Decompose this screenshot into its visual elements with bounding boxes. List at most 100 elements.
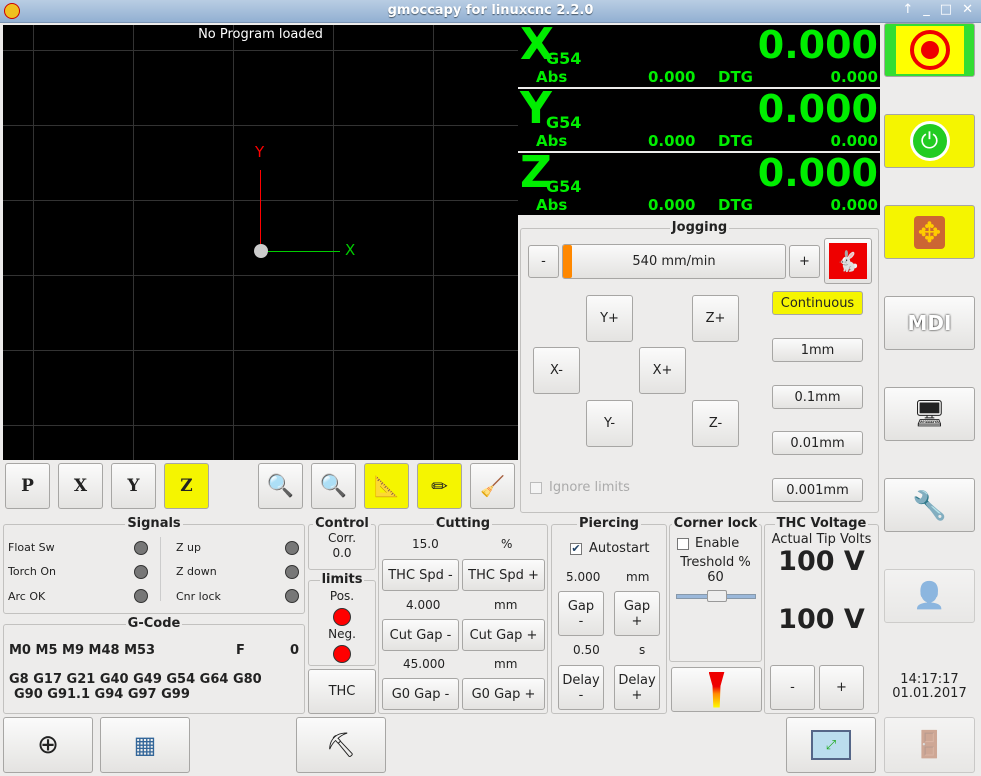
- ignore-limits-checkbox[interactable]: [530, 482, 542, 494]
- keep-above-icon[interactable]: ↑: [902, 2, 914, 17]
- auto-mode-button[interactable]: 🖥: [884, 387, 975, 441]
- thc-speed-minus-button[interactable]: THC Spd -: [382, 559, 459, 591]
- signal-z-up-label: Z up: [176, 541, 201, 554]
- dro-dtg-label: DTG: [718, 132, 753, 150]
- g0-gap-value: 45.000: [403, 657, 445, 671]
- dro-value: 0.000: [757, 151, 878, 195]
- settings-button[interactable]: 🔧: [884, 478, 975, 532]
- threshold-slider-handle[interactable]: [707, 590, 727, 602]
- dro-z[interactable]: Z G54 0.000 Abs 0.000 DTG 0.000: [518, 147, 880, 215]
- ruler-icon: 📐: [374, 474, 399, 498]
- jog-z-minus-button[interactable]: Z-: [692, 400, 739, 447]
- tool-measurement-button[interactable]: ▦: [100, 717, 190, 773]
- view-x-button[interactable]: X: [58, 463, 103, 509]
- show-dimensions-button[interactable]: 📐: [364, 463, 409, 509]
- dro-y[interactable]: Y G54 0.000 Abs 0.000 DTG 0.000: [518, 83, 880, 151]
- dro-abs-value: 0.000: [648, 68, 696, 86]
- control-panel: Control Corr. 0.0: [308, 516, 376, 570]
- gcode-preview[interactable]: No Program loaded Y X: [3, 25, 518, 460]
- rabbit-icon: 🐇: [829, 243, 867, 279]
- zoom-out-button[interactable]: 🔍: [311, 463, 356, 509]
- pierce-gap-minus-button[interactable]: Gap -: [558, 591, 604, 636]
- exit-button: 🚪: [884, 717, 975, 773]
- dro-abs-value: 0.000: [648, 132, 696, 150]
- signal-arc-ok-label: Arc OK: [8, 590, 46, 603]
- signal-z-down-led: [285, 565, 299, 579]
- dro-x[interactable]: X G54 0.000 Abs 0.000 DTG 0.000: [518, 19, 880, 87]
- mdi-mode-button[interactable]: MDI: [884, 296, 975, 350]
- machine-power-button[interactable]: ⏻: [884, 114, 975, 168]
- corr-value: 0.0: [332, 546, 352, 560]
- jog-speed-plus-button[interactable]: +: [789, 245, 820, 278]
- jog-speed-fill: [563, 245, 572, 278]
- show-path-button[interactable]: ✏: [417, 463, 462, 509]
- torch-button[interactable]: [671, 667, 762, 712]
- minimize-icon[interactable]: _: [923, 2, 930, 17]
- jog-z-plus-button[interactable]: Z+: [692, 295, 739, 342]
- torch-flame-icon: [708, 671, 725, 708]
- increment-0-001mm[interactable]: 0.001mm: [772, 478, 863, 502]
- maximize-icon[interactable]: □: [939, 2, 953, 17]
- view-p-button[interactable]: P: [5, 463, 50, 509]
- corr-label: Corr.: [327, 531, 357, 545]
- clear-plot-button[interactable]: 🧹: [470, 463, 515, 509]
- manual-mode-button[interactable]: ✥: [884, 205, 975, 259]
- jog-x-plus-button[interactable]: X+: [639, 347, 686, 394]
- view-y-button[interactable]: Y: [111, 463, 156, 509]
- jogging-title: Jogging: [669, 220, 730, 235]
- close-icon[interactable]: ✕: [962, 2, 973, 17]
- thc-volts-minus-button[interactable]: -: [770, 665, 815, 710]
- fullscreen-button[interactable]: ⤢: [786, 717, 876, 773]
- jog-y-plus-button[interactable]: Y+: [586, 295, 633, 342]
- thc-voltage-panel: THC Voltage: [764, 516, 879, 714]
- jog-speed-minus-button[interactable]: -: [528, 245, 559, 278]
- thc-speed-plus-button[interactable]: THC Spd +: [462, 559, 545, 591]
- dro-coord-system: G54: [546, 113, 582, 132]
- pencil-icon: ✏: [431, 474, 448, 498]
- autostart-checkbox[interactable]: ✔: [570, 542, 582, 555]
- cut-gap-value: 4.000: [406, 598, 441, 612]
- cut-gap-minus-button[interactable]: Cut Gap -: [382, 619, 459, 651]
- increment-0-1mm[interactable]: 0.1mm: [772, 385, 863, 409]
- signal-cnr-lock-led: [285, 589, 299, 603]
- feed-value: 0: [290, 643, 300, 658]
- pierce-gap-plus-button[interactable]: Gap +: [614, 591, 660, 636]
- pierce-delay-minus-button[interactable]: Delay -: [558, 665, 604, 710]
- active-gcodes-line1: G8 G17 G21 G40 G49 G54 G64 G80: [9, 672, 262, 687]
- jog-rabbit-button[interactable]: 🐇: [824, 238, 872, 284]
- pierce-delay-plus-button[interactable]: Delay +: [614, 665, 660, 710]
- cut-gap-plus-button[interactable]: Cut Gap +: [462, 619, 545, 651]
- threshold-slider[interactable]: [676, 590, 756, 602]
- corner-lock-enable-checkbox[interactable]: [677, 538, 689, 550]
- jog-y-minus-button[interactable]: Y-: [586, 400, 633, 447]
- signal-torch-on-label: Torch On: [8, 565, 57, 578]
- dro-coord-system: G54: [546, 49, 582, 68]
- touch-off-button[interactable]: ⊕: [3, 717, 93, 773]
- thc-voltage-title: THC Voltage: [774, 516, 869, 531]
- dro-value: 0.000: [757, 87, 878, 131]
- preview-message: No Program loaded: [198, 27, 323, 42]
- thc-volts-plus-button[interactable]: +: [819, 665, 864, 710]
- active-gcodes-line2: G90 G91.1 G94 G97 G99: [14, 687, 190, 702]
- increment-continuous[interactable]: Continuous: [772, 291, 863, 315]
- limits-title: limits: [319, 572, 365, 587]
- gcode-panel: G-Code: [3, 616, 305, 714]
- cnc-machine-icon: 🖥: [912, 399, 946, 429]
- zoom-in-button[interactable]: 🔍: [258, 463, 303, 509]
- signals-panel: Signals: [3, 516, 305, 614]
- thc-button[interactable]: THC: [308, 669, 376, 714]
- g0-gap-plus-button[interactable]: G0 Gap +: [462, 678, 545, 710]
- increment-0-01mm[interactable]: 0.01mm: [772, 431, 863, 455]
- threshold-value: 60: [707, 570, 724, 585]
- spindle-tool-button[interactable]: ⛏: [296, 717, 386, 773]
- threshold-label: Treshold %: [680, 555, 751, 570]
- increment-1mm[interactable]: 1mm: [772, 338, 863, 362]
- g0-gap-minus-button[interactable]: G0 Gap -: [382, 678, 459, 710]
- cut-gap-unit: mm: [494, 598, 518, 612]
- jog-x-minus-button[interactable]: X-: [533, 347, 580, 394]
- view-z-button[interactable]: Z: [164, 463, 209, 509]
- signals-title: Signals: [125, 516, 183, 531]
- jog-speed-slider[interactable]: 540 mm/min: [562, 244, 786, 279]
- estop-button[interactable]: [884, 23, 975, 77]
- pierce-gap-value: 5.000: [566, 570, 601, 584]
